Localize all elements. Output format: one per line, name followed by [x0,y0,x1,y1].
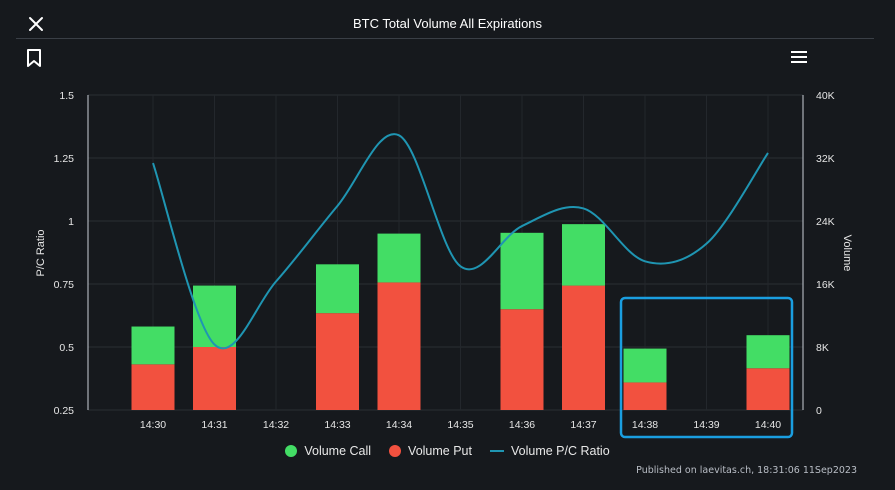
legend-call-label: Volume Call [304,444,372,458]
ratio-swatch [489,450,504,452]
header-divider [16,38,874,39]
bar-call-1430 [131,326,175,365]
bar-put-1434 [377,282,421,410]
y-right-tick-label: 40K [816,90,835,102]
x-tick-label: 14:31 [201,419,227,431]
bar-put-1430 [131,364,175,410]
x-tick-label: 14:36 [509,419,535,431]
bar-put-1433 [316,313,359,410]
y-left-tick-label: 1 [68,216,74,228]
bar-call-1434 [377,233,421,283]
x-tick-label: 14:33 [324,419,350,431]
y-right-tick-label: 8K [816,342,829,354]
bookmark-icon[interactable] [25,48,43,68]
x-tick-label: 14:40 [755,419,781,431]
bar-call-1438 [623,348,667,383]
bar-call-1440 [746,335,790,369]
x-tick-label: 14:37 [570,419,596,431]
bar-call-1437 [562,224,605,286]
x-tick-label: 14:38 [632,419,658,431]
bar-put-1438 [623,382,667,410]
y-left-axis-title: P/C Ratio [35,229,47,276]
bar-put-1437 [562,285,605,410]
bar-call-1436 [500,232,544,310]
legend-ratio-label: Volume P/C Ratio [510,444,610,458]
x-tick-label: 14:32 [263,419,289,431]
legend-put-label: Volume Put [408,444,472,458]
bar-put-1436 [500,309,544,410]
legend-pc-ratio[interactable]: Volume P/C Ratio [489,444,610,458]
legend-volume-call[interactable]: Volume Call [285,444,371,458]
y-right-tick-label: 0 [816,405,822,417]
highlight-box [619,296,794,439]
call-swatch [285,445,298,457]
put-swatch [389,445,402,457]
y-right-tick-label: 16K [816,279,835,291]
published-footer: Published on laevitas.ch, 18:31:06 11Sep… [636,465,857,476]
hamburger-menu-icon[interactable] [790,50,808,64]
bar-put-1431 [193,347,236,410]
x-tick-label: 14:30 [140,419,166,431]
y-left-tick-label: 1.5 [59,90,74,102]
close-icon[interactable] [26,14,46,34]
pc-ratio-line [152,133,769,350]
x-tick-label: 14:39 [693,419,719,431]
y-left-tick-label: 0.25 [54,405,75,417]
y-right-tick-label: 32K [816,153,835,165]
y-right-tick-label: 24K [816,216,835,228]
y-left-tick-label: 0.5 [59,342,74,354]
y-right-axis-title: Volume [841,235,853,272]
x-tick-label: 14:34 [386,419,412,431]
bar-put-1440 [746,368,790,410]
legend: Volume Call Volume Put Volume P/C Ratio [0,444,895,458]
top-bar: BTC Total Volume All Expirations [0,0,895,46]
chart-area: 1.5 1.25 1 0.75 0.5 0.25 40K 32K 24K 16K 8K 0 14:30 1… [35,90,853,439]
y-left-tick-label: 0.75 [54,279,75,291]
y-left-tick-label: 1.25 [54,153,75,165]
chart-title: BTC Total Volume All Expirations [352,16,543,31]
legend-volume-put[interactable]: Volume Put [389,444,472,458]
x-tick-label: 14:35 [447,419,473,431]
bar-call-1433 [316,264,359,314]
